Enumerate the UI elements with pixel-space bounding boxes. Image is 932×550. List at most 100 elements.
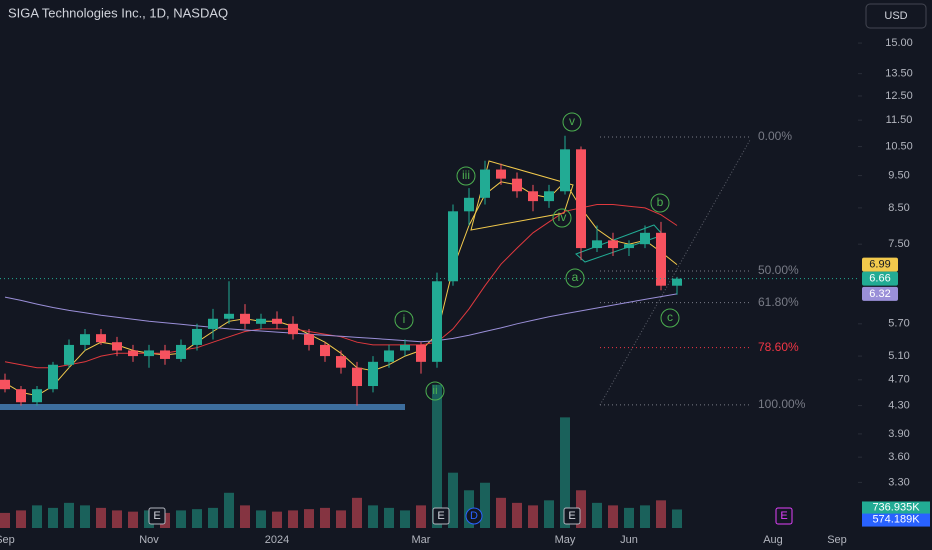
candle-body [512, 178, 522, 192]
candle-body [272, 318, 282, 324]
price-label-box [862, 257, 898, 272]
y-tick-label: 3.30 [888, 476, 909, 488]
wave-circle [650, 193, 670, 213]
event-label: D [470, 510, 478, 522]
candle-body [608, 240, 618, 249]
candle-body [96, 334, 106, 343]
candle-body [624, 244, 634, 249]
volume-bar [528, 505, 538, 528]
x-tick-label: Aug [763, 534, 783, 546]
volume-bar [416, 505, 426, 528]
event-marker [432, 507, 450, 525]
candle-body [576, 149, 586, 249]
candle-body [160, 350, 170, 359]
wave-label: ii [432, 383, 437, 397]
volume-bar [544, 500, 554, 528]
volume-bar [336, 510, 346, 528]
volume-label-box [862, 513, 930, 527]
volume-bar [384, 507, 394, 528]
price-label: 6.32 [869, 288, 890, 300]
volume-label-box [862, 501, 930, 515]
fib-label: 0.00% [758, 129, 792, 143]
candle-body [448, 211, 458, 282]
y-tick-label: 11.50 [886, 114, 913, 126]
candle-body [480, 169, 490, 198]
candle-body [0, 379, 10, 390]
triangle-drawing [470, 160, 574, 231]
candle-body [128, 350, 138, 357]
volume-bar [240, 505, 250, 528]
candle-body [640, 232, 650, 245]
candle-body [368, 361, 378, 387]
x-tick-label: Jun [620, 534, 638, 546]
volume-bar [512, 502, 522, 528]
candle-body [432, 281, 442, 362]
event-marker [465, 507, 483, 525]
volume-bar [656, 500, 666, 528]
event-label: E [153, 510, 160, 522]
wave-label: iv [558, 210, 567, 224]
candle-body [672, 278, 682, 286]
event-marker [148, 507, 166, 525]
wave-label: i [403, 312, 406, 326]
y-tick-label: 5.70 [888, 318, 909, 330]
candle-body [192, 328, 202, 345]
volume-bar [640, 505, 650, 528]
event-label: E [437, 510, 444, 522]
fib-label: 78.60% [758, 340, 799, 354]
event-marker [563, 507, 581, 525]
volume-bar [256, 510, 266, 528]
wave-circle [562, 112, 582, 132]
volume-bar [368, 505, 378, 528]
x-tick-label: Nov [139, 534, 159, 546]
volume-bar [672, 509, 682, 528]
candle-body [208, 318, 218, 329]
volume-label: 574.189K [872, 513, 920, 525]
candle-body [80, 334, 90, 345]
y-tick-label: 3.90 [888, 428, 909, 440]
y-tick-label: 8.50 [888, 202, 909, 214]
candle-body [224, 313, 234, 319]
event-marker [775, 507, 793, 525]
candle-body [592, 240, 602, 249]
candle-body [656, 232, 666, 286]
volume-bar [496, 497, 506, 528]
y-tick-label: 4.70 [888, 374, 909, 386]
volume-bar [208, 507, 218, 528]
y-tick-label: 10.50 [885, 140, 913, 152]
x-tick-label: Mar [412, 534, 431, 546]
candle-body [16, 389, 26, 403]
volume-bar [272, 511, 282, 528]
volume-bar [592, 502, 602, 528]
volume-bar [128, 511, 138, 528]
volume-bar [16, 510, 26, 528]
volume-bar [0, 512, 10, 528]
candle-body [64, 344, 74, 365]
wave-label: v [569, 114, 575, 128]
volume-bar [320, 507, 330, 528]
price-label: 6.66 [869, 273, 890, 285]
volume-bar [448, 472, 458, 528]
candle-body [464, 197, 474, 212]
volume-bar [48, 507, 58, 528]
wave-circle [456, 166, 476, 186]
currency-button[interactable] [865, 3, 927, 29]
candle-body [112, 342, 122, 351]
event-label: E [780, 510, 787, 522]
y-tick-label: 4.30 [888, 399, 909, 411]
candle-body [384, 350, 394, 362]
y-tick-label: 15.00 [885, 37, 913, 49]
wave-circle [425, 381, 445, 401]
x-tick-label: 2024 [265, 534, 289, 546]
fib-label: 50.00% [758, 263, 799, 277]
fib-label: 61.80% [758, 295, 799, 309]
candle-body [528, 191, 538, 202]
candle-body [240, 313, 250, 324]
wave-label: c [667, 310, 673, 324]
event-label: E [568, 510, 575, 522]
currency[interactable]: USD [884, 10, 907, 22]
y-tick-label: 12.50 [885, 90, 913, 102]
candle-body [256, 318, 266, 324]
y-tick-label: 5.10 [888, 350, 909, 362]
